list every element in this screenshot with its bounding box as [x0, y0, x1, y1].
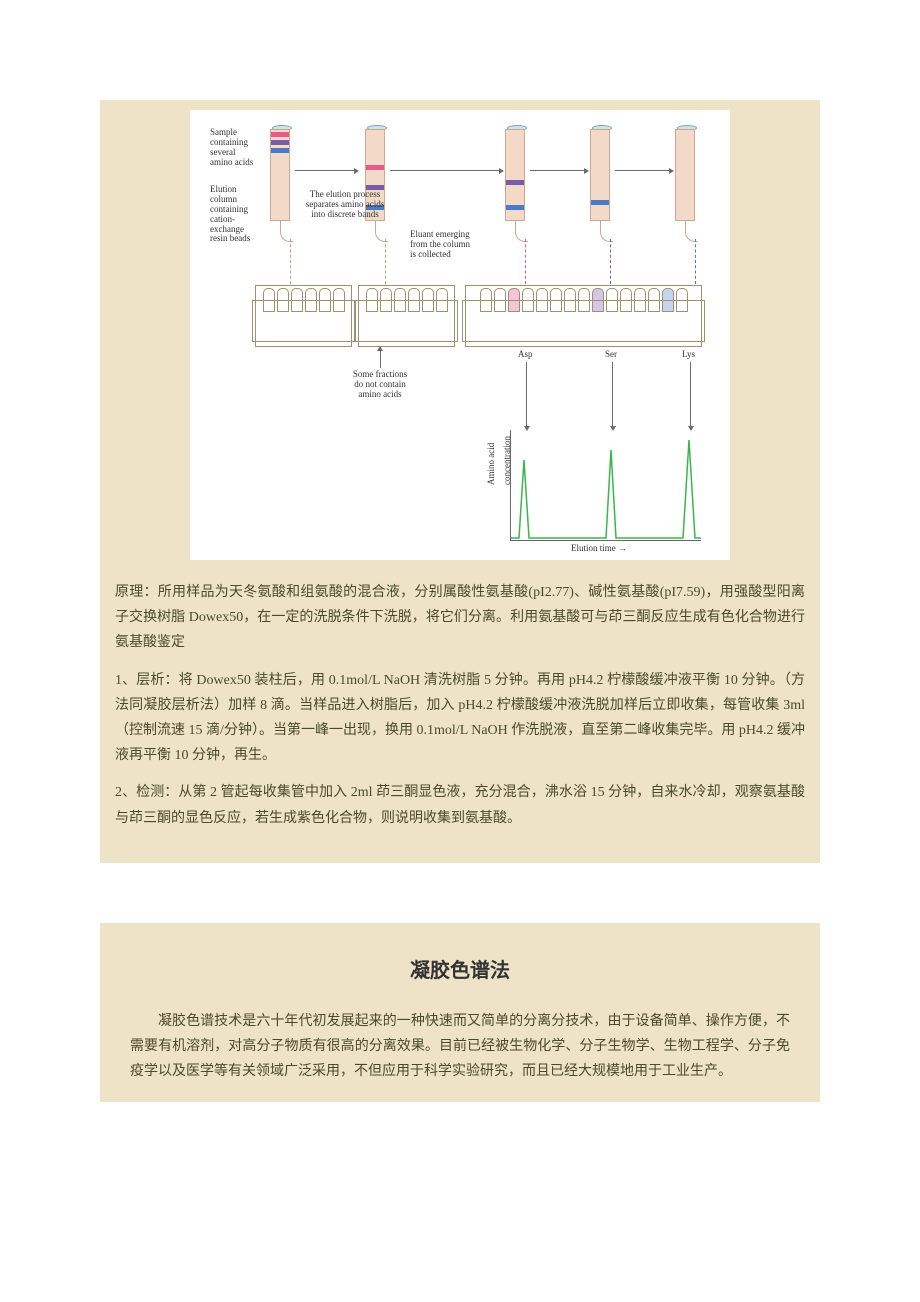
peak-label-ser: Ser [605, 350, 617, 360]
chromatography-diagram: Samplecontainingseveralamino acids Eluti… [190, 110, 730, 560]
rack-2 [358, 285, 455, 347]
section1-para1: 原理：所用样品为天冬氨酸和组氨酸的混合液，分别属酸性氨基酸(pI2.77)、碱性… [115, 580, 805, 656]
section1-para3: 2、检测：从第 2 管起每收集管中加入 2ml 茚三酮显色液，充分混合，沸水浴 … [115, 780, 805, 830]
peak-label-lys: Lys [682, 350, 695, 360]
column-1 [270, 125, 293, 242]
section-box-1: Samplecontainingseveralamino acids Eluti… [100, 100, 820, 863]
chromatogram-plot: Amino acidconcentration Elution time → [510, 430, 701, 541]
section-box-2: 凝胶色谱法 凝胶色谱技术是六十年代初发展起来的一种快速而又简单的分离分技术，由于… [100, 923, 820, 1103]
label-sample: Samplecontainingseveralamino acids [210, 128, 260, 168]
arrow-4 [615, 170, 670, 171]
section2-title: 凝胶色谱法 [130, 953, 790, 989]
label-process: The elution processseparates amino acids… [305, 190, 385, 220]
arrow-1 [295, 170, 355, 171]
rack-3 [465, 285, 702, 347]
label-eluant: Eluant emergingfrom the columnis collect… [410, 230, 490, 260]
column-4 [590, 125, 613, 242]
yaxis-label: Amino acidconcentration [483, 436, 515, 485]
section1-para2: 1、层析：将 Dowex50 装柱后，用 0.1mol/L NaOH 清洗树脂 … [115, 668, 805, 769]
arrow-ser [612, 362, 613, 427]
column-2 [365, 125, 388, 242]
arrow-asp [526, 362, 527, 427]
peak-label-asp: Asp [518, 350, 533, 360]
label-elution-col: Elutioncolumncontainingcation-exchangere… [210, 185, 260, 244]
column-3 [505, 125, 528, 242]
arrow-fraction [380, 350, 381, 368]
column-5 [675, 125, 698, 242]
section2-para1: 凝胶色谱技术是六十年代初发展起来的一种快速而又简单的分离分技术，由于设备简单、操… [130, 1009, 790, 1085]
xaxis-label: Elution time → [571, 540, 627, 556]
rack-1 [255, 285, 352, 347]
label-fractions: Some fractionsdo not containamino acids [340, 370, 420, 400]
arrow-3 [530, 170, 585, 171]
arrow-2 [390, 170, 500, 171]
arrow-lys [690, 362, 691, 427]
